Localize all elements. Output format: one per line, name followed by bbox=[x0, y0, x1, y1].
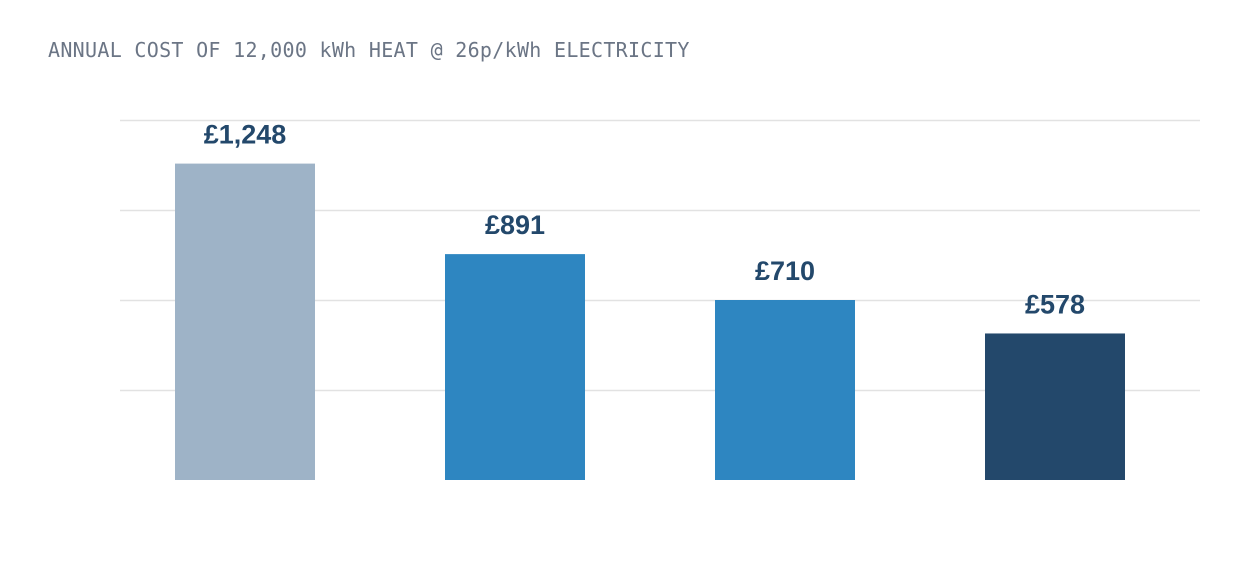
value-label-0: £1,248 bbox=[204, 120, 287, 150]
bar-2 bbox=[715, 300, 855, 480]
value-label-1: £891 bbox=[485, 210, 545, 240]
bar-0 bbox=[175, 163, 315, 480]
bars bbox=[175, 163, 1125, 480]
value-label-2: £710 bbox=[755, 256, 815, 286]
bar-3 bbox=[985, 333, 1125, 480]
chart-title: ANNUAL COST OF 12,000 kWh HEAT @ 26p/kWh… bbox=[48, 38, 690, 62]
value-label-3: £578 bbox=[1025, 289, 1085, 319]
value-labels: £1,248 £891 £710 £578 bbox=[204, 120, 1085, 320]
bar-1 bbox=[445, 254, 585, 480]
